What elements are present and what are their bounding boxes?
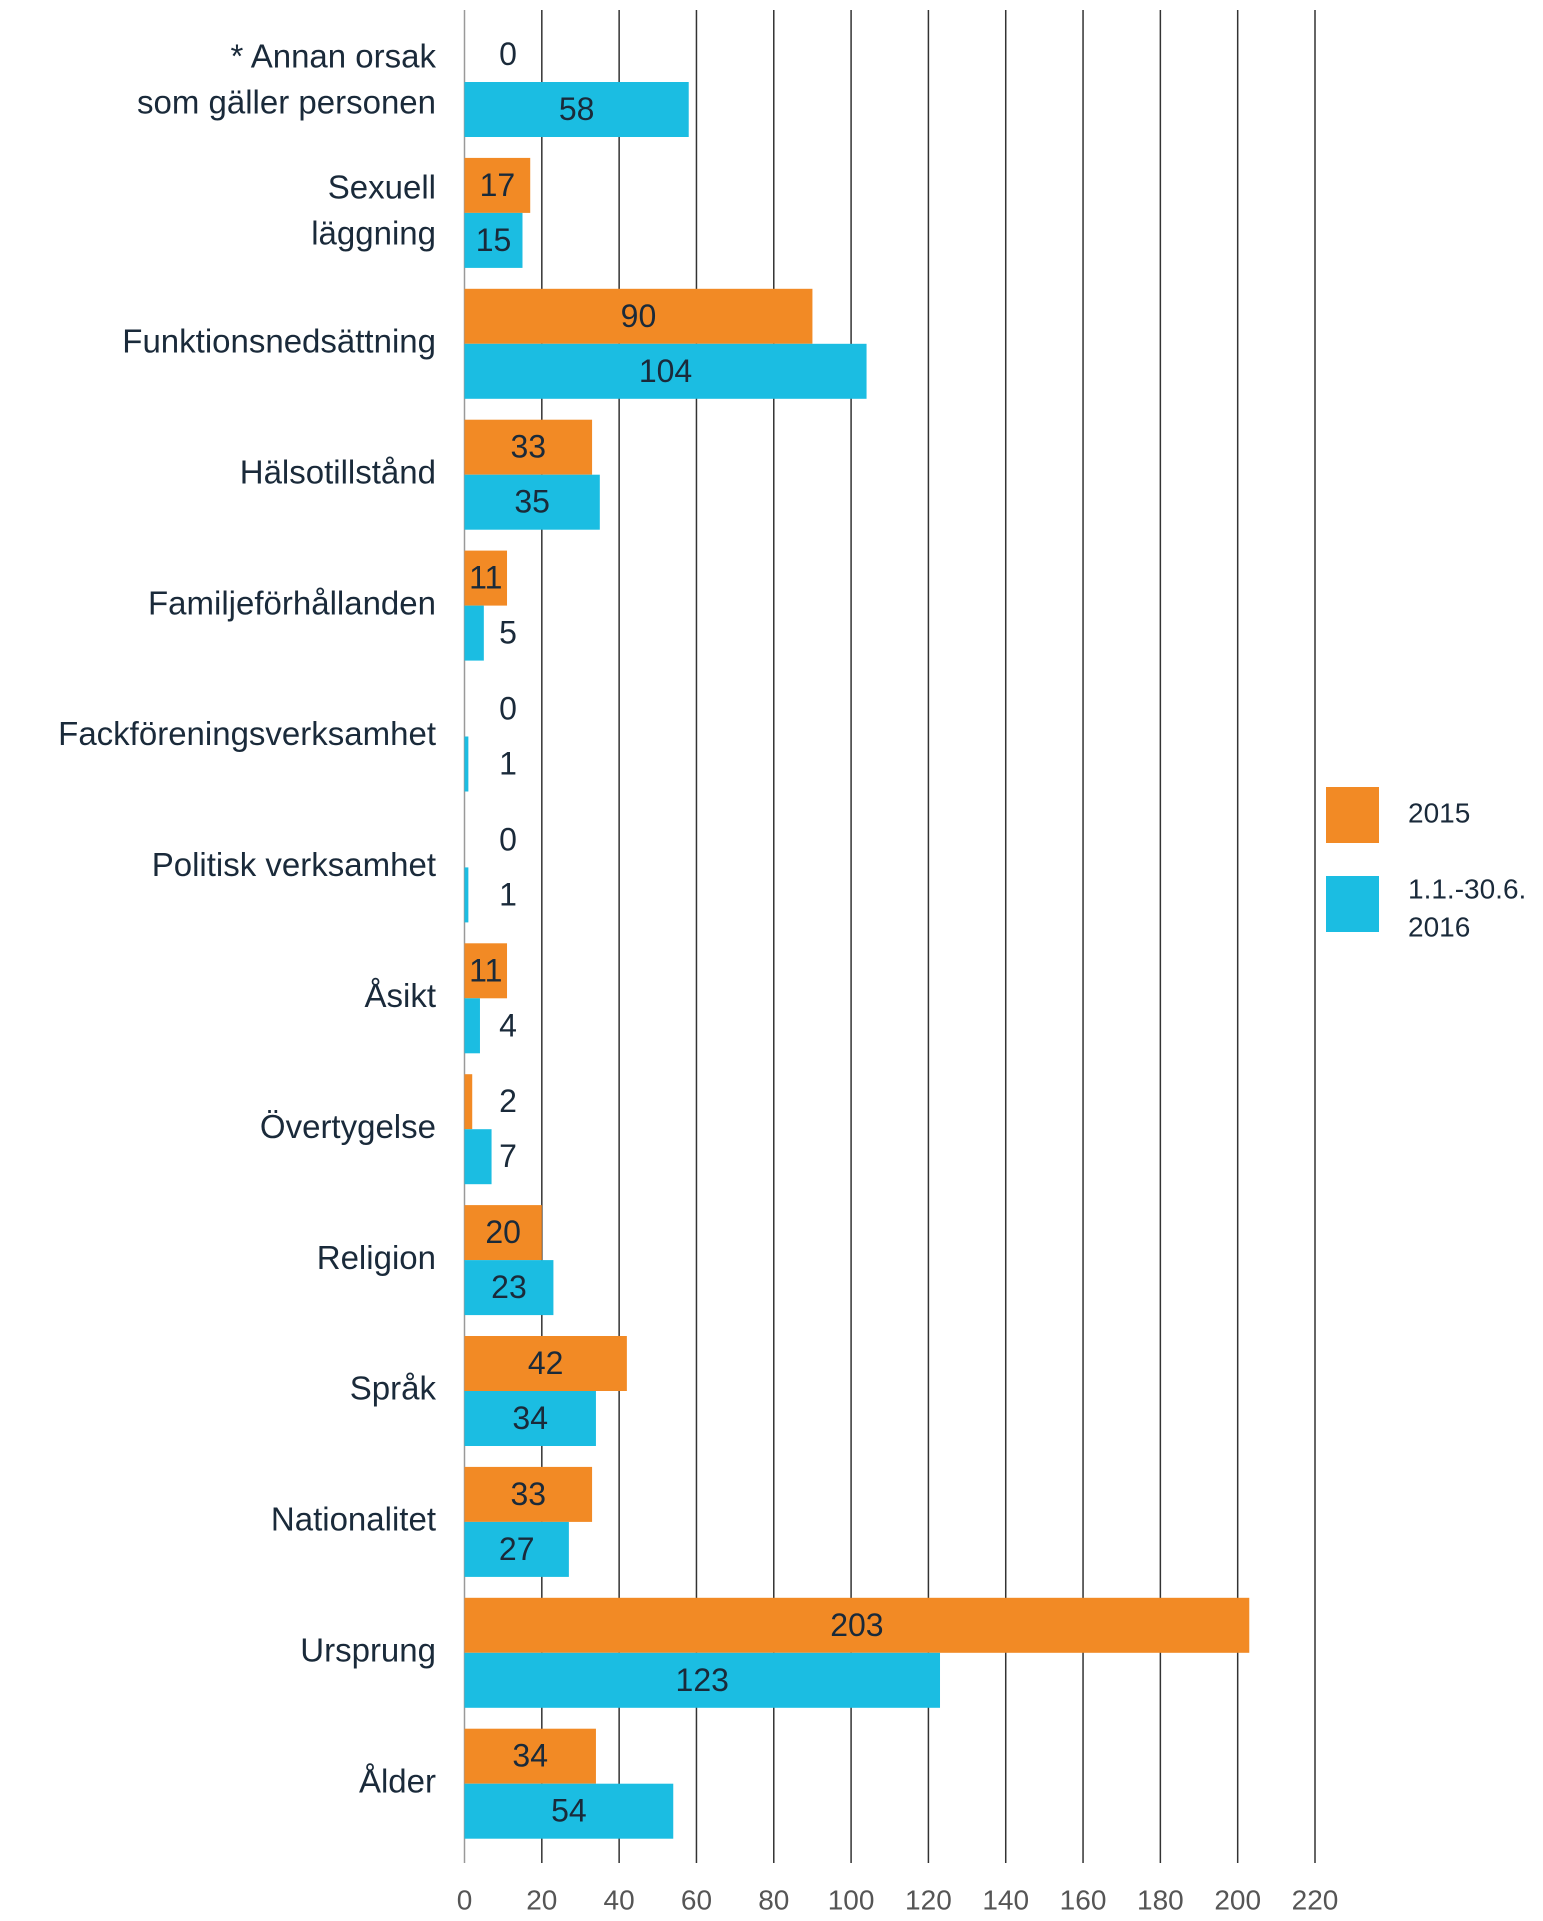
y-tick-label: Språk	[350, 1370, 437, 1407]
bar	[464, 1205, 542, 1261]
bar	[464, 1391, 596, 1446]
bar	[464, 1783, 674, 1839]
x-tick-label: 160	[1060, 1884, 1107, 1915]
value-label: 11	[469, 560, 502, 596]
value-label: 2	[499, 1083, 517, 1119]
x-tick-label: 20	[526, 1884, 557, 1915]
value-label: 90	[621, 298, 657, 334]
value-label: 5	[499, 615, 517, 651]
x-tick-label: 140	[982, 1884, 1029, 1915]
y-tick-label: Familjeförhållanden	[148, 584, 436, 621]
bar	[464, 943, 508, 999]
value-label: 0	[499, 821, 517, 857]
x-tick-label: 80	[758, 1884, 789, 1915]
y-tick-label: * Annan orsak	[231, 38, 437, 75]
value-label: 34	[512, 1400, 548, 1436]
x-tick-label: 200	[1214, 1884, 1261, 1915]
legend-label: 2016	[1408, 911, 1470, 942]
y-tick-label: Hälsotillstånd	[240, 453, 436, 490]
bar	[464, 212, 523, 268]
bar	[464, 1129, 492, 1185]
x-tick-label: 120	[905, 1884, 952, 1915]
value-label: 17	[480, 167, 516, 203]
legend-swatch	[1326, 787, 1379, 843]
value-label: 1	[499, 876, 517, 912]
value-label: 20	[485, 1214, 521, 1250]
bar	[464, 605, 484, 661]
y-tick-label: Åsikt	[364, 977, 436, 1014]
value-label: 58	[559, 91, 595, 127]
value-label: 0	[499, 36, 517, 72]
x-tick-label: 100	[828, 1884, 875, 1915]
bar	[464, 343, 867, 399]
bar	[464, 82, 689, 137]
bar	[464, 1074, 473, 1130]
value-label: 15	[476, 222, 512, 258]
value-label: 54	[551, 1793, 587, 1829]
y-tick-label: Funktionsnedsättning	[122, 323, 436, 360]
y-tick-label: Politisk verksamhet	[152, 846, 436, 883]
y-tick-label: Ålder	[359, 1762, 436, 1799]
bar	[464, 474, 600, 530]
x-tick-label: 180	[1137, 1884, 1184, 1915]
y-tick-label: Övertygelse	[260, 1108, 436, 1145]
x-tick-label: 60	[681, 1884, 712, 1915]
value-label: 42	[528, 1345, 564, 1381]
value-label: 123	[676, 1662, 729, 1698]
legend-swatch	[1326, 876, 1379, 932]
bar	[464, 1597, 1250, 1653]
value-label: 203	[830, 1607, 883, 1643]
value-label: 4	[499, 1007, 517, 1043]
bar	[464, 867, 469, 923]
y-tick-label: Fackföreningsverksamhet	[58, 715, 436, 752]
value-label: 104	[639, 353, 692, 389]
y-tick-label: Ursprung	[300, 1632, 436, 1669]
value-label: 33	[510, 1476, 546, 1512]
legend-label: 2015	[1408, 797, 1470, 828]
bar	[464, 736, 469, 792]
bar	[464, 1260, 554, 1316]
bar	[464, 1466, 593, 1522]
value-label: 33	[510, 429, 546, 465]
bar	[464, 550, 508, 606]
value-label: 35	[514, 484, 550, 520]
bar	[464, 157, 531, 213]
x-tick-label: 40	[604, 1884, 635, 1915]
x-tick-label: 0	[457, 1884, 473, 1915]
value-label: 27	[499, 1531, 535, 1567]
legend-label: 1.1.-30.6.	[1408, 873, 1526, 904]
bar	[464, 288, 813, 344]
y-tick-label: som gäller personen	[137, 84, 436, 121]
y-tick-label: Religion	[317, 1239, 436, 1276]
y-tick-label: Nationalitet	[271, 1501, 436, 1538]
value-label: 11	[469, 952, 502, 988]
bar	[464, 998, 480, 1054]
value-label: 1	[499, 745, 517, 781]
y-tick-label: läggning	[311, 215, 436, 252]
bar	[464, 1652, 941, 1708]
bar	[464, 1728, 596, 1784]
value-label: 0	[499, 690, 517, 726]
x-tick-label: 220	[1292, 1884, 1339, 1915]
value-label: 23	[491, 1269, 527, 1305]
bar	[464, 1521, 569, 1577]
y-tick-label: Sexuell	[328, 169, 436, 206]
bar	[464, 1336, 627, 1391]
value-label: 7	[499, 1138, 517, 1174]
bar	[464, 419, 593, 475]
value-label: 34	[512, 1738, 548, 1774]
